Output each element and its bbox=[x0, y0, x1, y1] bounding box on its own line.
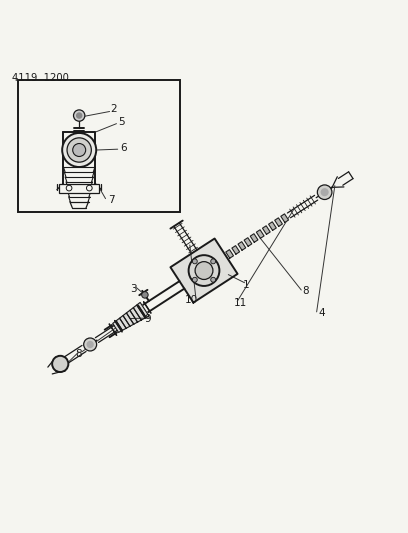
Polygon shape bbox=[250, 234, 258, 243]
Polygon shape bbox=[137, 302, 149, 318]
Circle shape bbox=[188, 255, 220, 286]
Text: 2: 2 bbox=[110, 104, 117, 115]
Text: 7: 7 bbox=[108, 195, 115, 205]
Polygon shape bbox=[171, 239, 237, 303]
Text: 4: 4 bbox=[318, 308, 325, 318]
Text: 11: 11 bbox=[53, 364, 67, 374]
Polygon shape bbox=[116, 318, 126, 330]
Polygon shape bbox=[226, 249, 233, 258]
Text: 1: 1 bbox=[243, 280, 250, 290]
Polygon shape bbox=[232, 246, 239, 254]
Text: 6: 6 bbox=[120, 143, 127, 153]
Polygon shape bbox=[238, 242, 246, 250]
Polygon shape bbox=[123, 313, 134, 326]
Polygon shape bbox=[262, 226, 270, 235]
Circle shape bbox=[195, 262, 213, 279]
Polygon shape bbox=[275, 218, 282, 227]
Bar bbox=[59, 184, 100, 192]
Circle shape bbox=[73, 143, 86, 157]
Circle shape bbox=[52, 356, 69, 372]
Text: 3: 3 bbox=[130, 284, 136, 294]
Text: 8: 8 bbox=[302, 286, 308, 296]
Text: 11: 11 bbox=[234, 298, 247, 308]
Circle shape bbox=[193, 277, 197, 282]
Circle shape bbox=[76, 112, 82, 119]
Circle shape bbox=[73, 110, 85, 121]
Circle shape bbox=[84, 338, 97, 351]
Polygon shape bbox=[120, 316, 130, 328]
Text: 10: 10 bbox=[185, 295, 198, 305]
Text: 9: 9 bbox=[144, 314, 151, 324]
Bar bbox=[18, 80, 180, 212]
Circle shape bbox=[211, 277, 215, 282]
Polygon shape bbox=[244, 238, 252, 246]
Polygon shape bbox=[256, 230, 264, 238]
Circle shape bbox=[211, 259, 215, 264]
Circle shape bbox=[193, 259, 197, 264]
Polygon shape bbox=[281, 214, 288, 222]
Text: 4119  1200: 4119 1200 bbox=[11, 73, 69, 83]
Polygon shape bbox=[133, 305, 145, 320]
Circle shape bbox=[86, 341, 94, 348]
Text: 5: 5 bbox=[118, 117, 125, 127]
Polygon shape bbox=[130, 308, 141, 322]
Polygon shape bbox=[126, 310, 137, 324]
Circle shape bbox=[62, 133, 96, 167]
Circle shape bbox=[317, 185, 332, 199]
Circle shape bbox=[321, 188, 329, 196]
Circle shape bbox=[142, 292, 148, 298]
Text: 8: 8 bbox=[75, 349, 82, 359]
Circle shape bbox=[67, 138, 91, 162]
Polygon shape bbox=[113, 321, 122, 333]
Polygon shape bbox=[268, 222, 276, 230]
